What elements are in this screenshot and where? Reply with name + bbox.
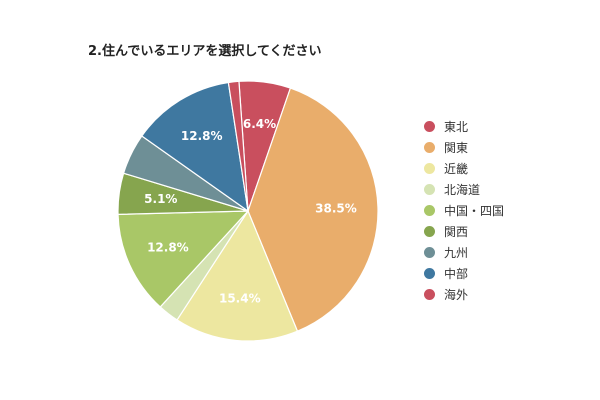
legend-item-2[interactable]: 関東 (424, 137, 504, 158)
data-label-3: 15.4% (219, 292, 261, 306)
data-label-8: 12.8% (181, 129, 223, 143)
legend-swatch (424, 247, 435, 258)
legend: 東北関東近畿北海道中国・四国関西九州中部海外 (424, 116, 504, 305)
legend-item-9[interactable]: 海外 (424, 284, 504, 305)
legend-swatch (424, 226, 435, 237)
legend-item-1[interactable]: 東北 (424, 116, 504, 137)
data-label-2: 38.5% (315, 202, 357, 216)
legend-item-3[interactable]: 近畿 (424, 158, 504, 179)
legend-label: 北海道 (444, 183, 481, 197)
legend-item-7[interactable]: 九州 (424, 242, 504, 263)
legend-swatch (424, 205, 435, 216)
chart-title: 2.住んでいるエリアを選択してください (88, 44, 322, 59)
legend-label: 関東 (444, 141, 469, 155)
legend-item-6[interactable]: 関西 (424, 221, 504, 242)
legend-swatch (424, 121, 435, 132)
legend-item-8[interactable]: 中部 (424, 263, 504, 284)
pie-slice-5 (117, 210, 250, 308)
legend-swatch (424, 289, 435, 300)
legend-label: 東北 (444, 120, 469, 134)
legend-label: 中国・四国 (444, 204, 505, 218)
legend-label: 関西 (444, 225, 469, 239)
legend-item-4[interactable]: 北海道 (424, 179, 504, 200)
legend-label: 九州 (444, 246, 469, 260)
legend-item-5[interactable]: 中国・四国 (424, 200, 504, 221)
legend-swatch (424, 268, 435, 279)
legend-label: 中部 (444, 267, 469, 281)
pie-slice-9 (227, 80, 249, 212)
pie-slice-3 (176, 209, 299, 342)
legend-label: 近畿 (444, 162, 469, 176)
legend-label: 海外 (444, 288, 469, 302)
pie-slice-8 (140, 81, 249, 213)
legend-swatch (424, 142, 435, 153)
pie-slice-2 (247, 87, 379, 333)
legend-swatch (424, 163, 435, 174)
legend-swatch (424, 184, 435, 195)
data-label-5: 12.8% (147, 241, 189, 255)
data-label-1: 6.4% (243, 117, 276, 131)
data-label-6: 5.1% (144, 192, 177, 206)
